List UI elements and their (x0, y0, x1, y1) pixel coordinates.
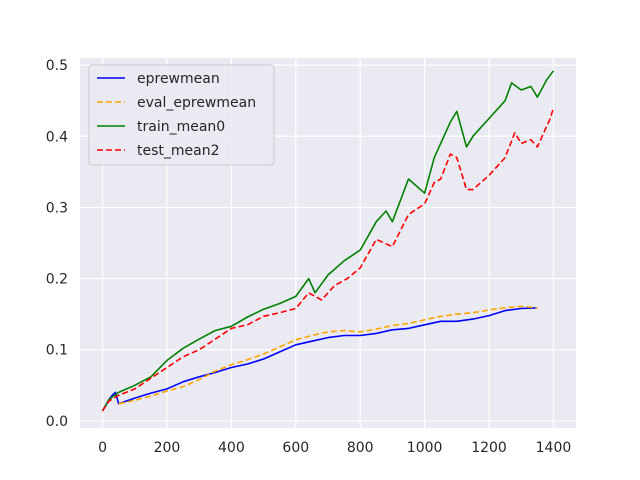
series-line-eval_eprewmean (118, 305, 538, 405)
y-tick-label: 0.0 (46, 414, 68, 430)
x-tick-label: 600 (282, 440, 309, 456)
y-tick-label: 0.1 (46, 343, 68, 359)
y-tick-label: 0.3 (46, 200, 68, 216)
y-tick-label: 0.2 (46, 272, 68, 288)
legend-label: eprewmean (137, 71, 220, 87)
series-lines (101, 70, 555, 412)
series-line-train_mean0 (101, 70, 555, 412)
x-tick-label: 800 (347, 440, 374, 456)
legend: eprewmean eval_eprewmean train_mean0 test_m… (88, 64, 275, 166)
x-tick-label: 1200 (471, 440, 507, 456)
series-line-test_mean2 (101, 107, 555, 412)
x-tick-label: 1400 (536, 440, 572, 456)
x-tick-label: 1000 (407, 440, 443, 456)
y-tick-label: 0.5 (46, 58, 68, 74)
legend-label: eval_eprewmean (137, 95, 256, 111)
legend-box (88, 64, 275, 166)
y-tick-label: 0.4 (46, 129, 68, 145)
x-tick-label: 0 (98, 440, 107, 456)
x-tick-label: 400 (218, 440, 245, 456)
legend-label: train_mean0 (137, 119, 225, 135)
legend-label: test_mean2 (137, 143, 220, 159)
x-tick-label: 200 (154, 440, 181, 456)
x-axis-ticks: 0 200 400 600 800 1000 1200 1400 (98, 440, 571, 456)
y-axis-ticks: 0.0 0.1 0.2 0.3 0.4 0.5 (46, 58, 68, 430)
